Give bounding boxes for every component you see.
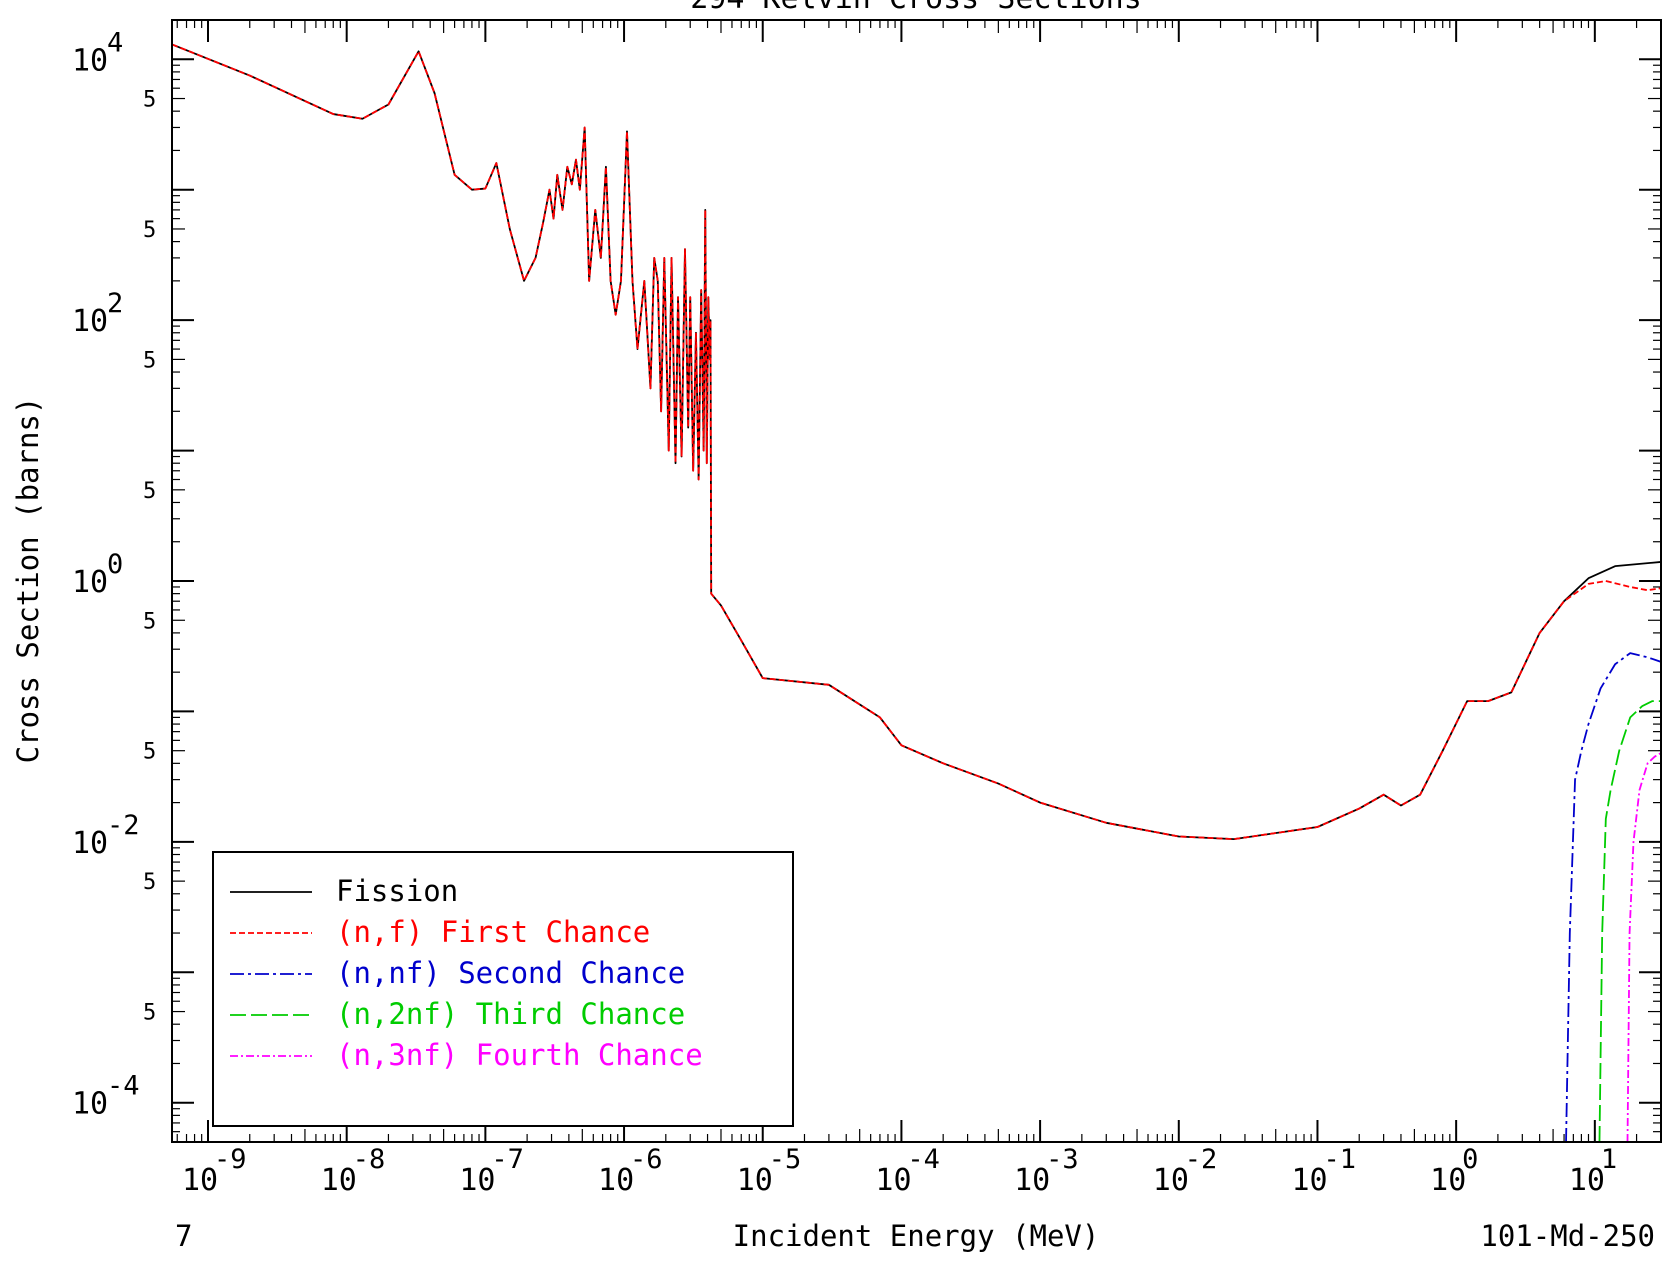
y-minor-label: 5 [143, 348, 156, 373]
x-tick-label-exp: -4 [907, 1144, 940, 1175]
x-tick-label: 10-9 [182, 1144, 247, 1198]
x-tick-label-exp: 0 [1462, 1144, 1478, 1175]
series-line-4 [1598, 700, 1661, 1142]
legend: Fission (n,f) First Chance (n,nf) Second C… [212, 851, 794, 1127]
x-tick-label-base: 10 [1153, 1163, 1189, 1198]
x-tick-label-exp: -9 [214, 1144, 247, 1175]
y-minor-label: 5 [143, 609, 156, 634]
series-line-2 [172, 43, 1661, 840]
y-tick-label: 100 [72, 549, 123, 600]
y-tick-label: 104 [72, 27, 123, 78]
x-tick-label-exp: -1 [1323, 1144, 1356, 1175]
x-tick-label: 10-1 [1291, 1144, 1356, 1198]
corner-label-right: 101-Md-250 [1480, 1219, 1655, 1253]
x-tick-label-base: 10 [598, 1163, 634, 1198]
x-tick-label-base: 10 [182, 1163, 218, 1198]
y-tick-label-base: 10 [72, 565, 108, 600]
legend-label: (n,nf) Second Chance [336, 956, 685, 990]
y-tick-label-base: 10 [72, 304, 108, 339]
series-line-3 [1565, 652, 1661, 1142]
x-tick-label-exp: -5 [769, 1144, 802, 1175]
plot-frame [171, 19, 1662, 1143]
y-minor-label: 5 [143, 218, 156, 243]
x-tick-label-exp: -6 [630, 1144, 663, 1175]
x-tick-label-base: 10 [1569, 1163, 1605, 1198]
legend-label: Fission [336, 874, 458, 908]
legend-box [212, 851, 794, 1127]
x-tick-label: 10-2 [1153, 1144, 1218, 1198]
y-tick-label-exp: 4 [107, 27, 123, 58]
series-line-1 [172, 43, 1661, 840]
y-minor-label: 5 [143, 88, 156, 113]
series-lines [172, 43, 1661, 1142]
y-tick-label: 102 [72, 288, 123, 339]
tick-labels: 10-910-810-710-610-510-410-310-210-11001… [72, 27, 1617, 1198]
x-tick-label: 101 [1569, 1144, 1617, 1198]
x-tick-label: 100 [1430, 1144, 1478, 1198]
x-tick-label-base: 10 [1014, 1163, 1050, 1198]
x-tick-label: 10-6 [598, 1144, 663, 1198]
y-tick-label-base: 10 [72, 826, 108, 861]
x-tick-label-base: 10 [1291, 1163, 1327, 1198]
x-tick-label: 10-4 [875, 1144, 940, 1198]
y-tick-label: 10-2 [72, 810, 140, 861]
x-tick-label-exp: -8 [353, 1144, 386, 1175]
legend-label: (n,f) First Chance [336, 915, 650, 949]
x-tick-label-exp: -3 [1046, 1144, 1079, 1175]
y-tick-label-base: 10 [72, 1087, 108, 1122]
y-tick-label-base: 10 [72, 43, 108, 78]
x-tick-label: 10-8 [321, 1144, 386, 1198]
legend-label: (n,3nf) Fourth Chance [336, 1038, 703, 1072]
y-minor-label: 5 [143, 1001, 156, 1026]
y-tick-label-exp: -4 [107, 1071, 140, 1102]
x-tick-label: 10-5 [737, 1144, 802, 1198]
y-tick-label-exp: -2 [107, 810, 140, 841]
y-tick-label: 10-4 [72, 1071, 140, 1122]
y-minor-label: 5 [143, 740, 156, 765]
x-tick-label-base: 10 [875, 1163, 911, 1198]
x-tick-label-base: 10 [737, 1163, 773, 1198]
x-axis-label: Incident Energy (MeV) [733, 1219, 1100, 1253]
x-tick-label: 10-7 [459, 1144, 524, 1198]
chart-title: 294 Kelvin Cross Sections [690, 0, 1142, 16]
y-minor-label: 5 [143, 870, 156, 895]
x-tick-label-exp: -7 [491, 1144, 524, 1175]
x-tick-label: 10-3 [1014, 1144, 1079, 1198]
x-tick-label-exp: 1 [1601, 1144, 1617, 1175]
x-tick-label-exp: -2 [1185, 1144, 1218, 1175]
y-minor-label: 5 [143, 479, 156, 504]
legend-label: (n,2nf) Third Chance [336, 997, 685, 1031]
x-tick-label-base: 10 [321, 1163, 357, 1198]
series-line-5 [1626, 752, 1661, 1142]
x-tick-label-base: 10 [459, 1163, 495, 1198]
axis-ticks [172, 19, 1662, 1143]
y-axis-label: Cross Section (barns) [11, 397, 45, 764]
y-tick-label-exp: 2 [107, 288, 123, 319]
corner-label-left: 7 [175, 1219, 192, 1253]
y-tick-label-exp: 0 [107, 549, 123, 580]
x-tick-label-base: 10 [1430, 1163, 1466, 1198]
